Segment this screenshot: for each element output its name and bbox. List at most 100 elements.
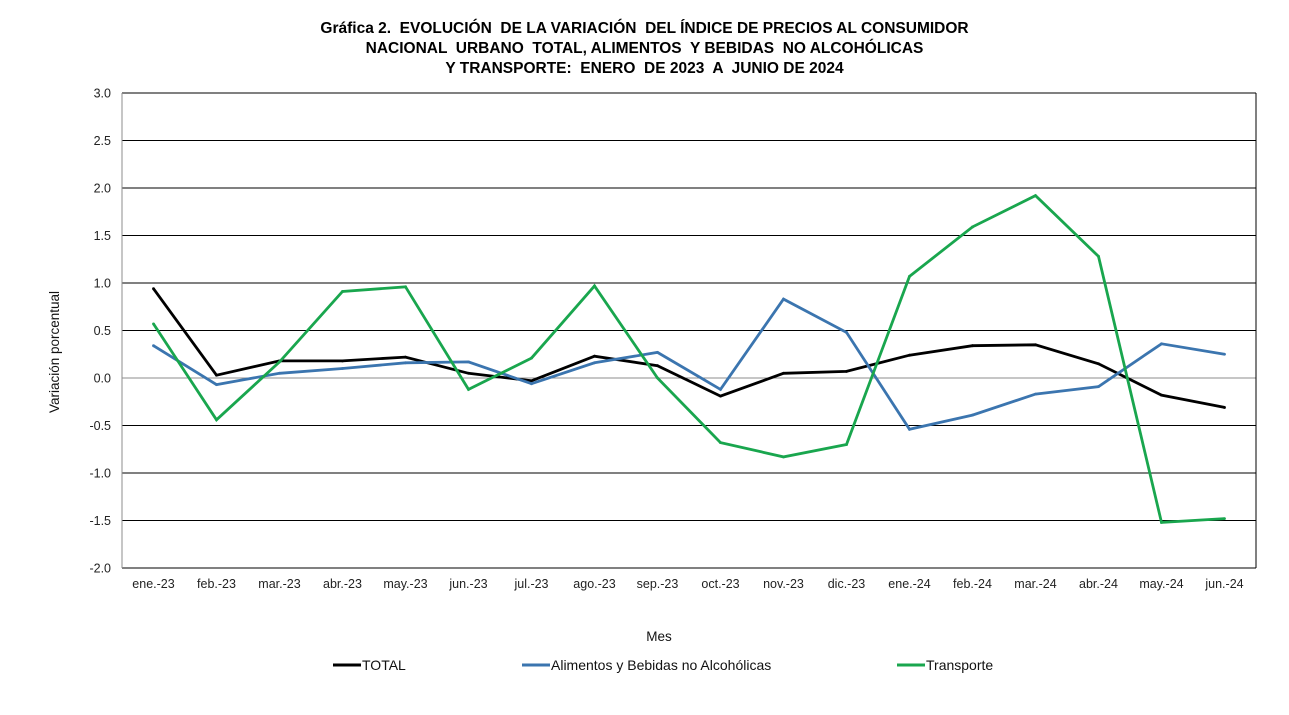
data-point xyxy=(845,369,848,373)
legend: TOTAL Alimentos y Bebidas no Alcohólicas T… xyxy=(333,657,993,673)
data-point xyxy=(1160,521,1163,524)
chart-title-line-3: Y TRANSPORTE: ENERO DE 2023 A JUNIO DE 2… xyxy=(445,60,844,77)
data-point xyxy=(1223,352,1226,356)
y-axis-label: Variación porcentual xyxy=(47,291,62,413)
data-point xyxy=(971,344,974,348)
chart-title-line-1: Gráfica 2. EVOLUCIÓN DE LA VARIACIÓN DEL… xyxy=(320,20,969,37)
data-point xyxy=(404,361,407,365)
y-tick-label: -2.0 xyxy=(89,562,111,576)
legend-item: TOTAL xyxy=(333,657,406,673)
x-tick-label: dic.-23 xyxy=(828,577,866,591)
x-tick-label: abr.-23 xyxy=(323,577,362,591)
data-point xyxy=(908,427,911,431)
y-tick-label: 1.5 xyxy=(94,229,111,243)
data-point xyxy=(404,355,407,359)
data-point xyxy=(719,441,722,444)
chart-title: Gráfica 2. EVOLUCIÓN DE LA VARIACIÓN DEL… xyxy=(0,19,1289,79)
data-point xyxy=(152,344,155,348)
y-tick-label: 3.0 xyxy=(94,87,111,101)
data-point xyxy=(1034,194,1037,198)
data-point xyxy=(341,359,344,363)
data-point xyxy=(782,455,785,459)
data-point xyxy=(1034,343,1037,347)
data-point xyxy=(1097,255,1100,258)
x-tick-label: feb.-24 xyxy=(953,577,992,591)
series-line-0 xyxy=(152,287,1225,409)
legend-item: Transporte xyxy=(897,657,993,673)
legend-label: TOTAL xyxy=(362,657,406,673)
data-point xyxy=(341,290,344,293)
x-tick-label: jul.-23 xyxy=(513,577,548,591)
data-point xyxy=(341,367,344,370)
data-point xyxy=(278,360,281,364)
data-point xyxy=(467,360,470,364)
data-point xyxy=(971,413,974,417)
series-line-2 xyxy=(152,193,1225,524)
legend-label: Transporte xyxy=(926,657,993,673)
x-tick-label: feb.-23 xyxy=(197,577,236,591)
x-axis-label: Mes xyxy=(646,629,672,644)
x-tick-label: ene.-24 xyxy=(888,577,930,591)
data-point xyxy=(845,331,848,334)
data-point xyxy=(971,225,974,229)
data-point xyxy=(1034,392,1037,396)
data-point xyxy=(467,388,470,391)
legend-item: Alimentos y Bebidas no Alcohólicas xyxy=(522,657,771,673)
data-point xyxy=(152,322,155,326)
x-tick-label: mar.-23 xyxy=(258,577,300,591)
data-point xyxy=(530,356,533,360)
data-point xyxy=(1097,362,1100,366)
data-point xyxy=(656,350,659,354)
data-point xyxy=(215,373,218,377)
data-point xyxy=(908,274,911,278)
y-tick-label: 0.0 xyxy=(94,372,111,386)
data-point xyxy=(1223,517,1226,520)
y-axis-ticks: 3.0 2.5 2.0 1.5 1.0 0.5 0.0 -0.5 -1.0 -1.5 -2.0 xyxy=(89,87,111,576)
data-point xyxy=(782,297,785,301)
data-point xyxy=(593,354,596,358)
data-point xyxy=(719,388,722,391)
data-point xyxy=(530,379,533,383)
x-tick-label: may.-24 xyxy=(1139,577,1183,591)
x-tick-label: ago.-23 xyxy=(573,577,615,591)
y-tick-label: 2.0 xyxy=(94,182,111,196)
data-point xyxy=(152,287,155,291)
data-point xyxy=(656,376,659,380)
legend-label: Alimentos y Bebidas no Alcohólicas xyxy=(551,657,771,673)
x-tick-label: nov.-23 xyxy=(763,577,804,591)
data-point xyxy=(719,394,722,398)
data-point xyxy=(467,371,470,375)
data-point xyxy=(845,443,848,446)
data-point xyxy=(1160,342,1163,346)
x-tick-label: ene.-23 xyxy=(132,577,174,591)
y-tick-label: -1.0 xyxy=(89,467,111,481)
x-tick-label: may.-23 xyxy=(383,577,427,591)
gridlines xyxy=(121,92,1257,569)
series-lines xyxy=(152,193,1226,524)
x-tick-label: mar.-24 xyxy=(1014,577,1056,591)
x-axis-ticks: ene.-23 feb.-23 mar.-23 abr.-23 may.-23 jun.-… xyxy=(132,577,1243,591)
data-point xyxy=(1097,385,1100,388)
series-line-1 xyxy=(152,297,1225,431)
data-point xyxy=(530,382,533,386)
data-point xyxy=(215,383,218,387)
y-tick-label: 0.5 xyxy=(94,324,111,338)
data-point xyxy=(656,364,659,368)
data-point xyxy=(1160,393,1163,397)
y-tick-label: 2.5 xyxy=(94,134,111,148)
data-point xyxy=(215,418,218,422)
data-point xyxy=(593,361,596,365)
data-point xyxy=(1223,406,1226,409)
y-tick-label: -0.5 xyxy=(89,419,111,433)
y-tick-label: 1.0 xyxy=(94,277,111,291)
data-point xyxy=(782,371,785,375)
x-tick-label: abr.-24 xyxy=(1079,577,1118,591)
data-point xyxy=(404,285,407,289)
chart-title-line-2: NACIONAL URBANO TOTAL, ALIMENTOS Y BEBID… xyxy=(365,40,924,57)
y-tick-label: -1.5 xyxy=(89,514,111,528)
x-tick-label: sep.-23 xyxy=(637,577,679,591)
data-point xyxy=(908,353,911,357)
data-point xyxy=(278,371,281,375)
x-tick-label: jun.-24 xyxy=(1204,577,1243,591)
